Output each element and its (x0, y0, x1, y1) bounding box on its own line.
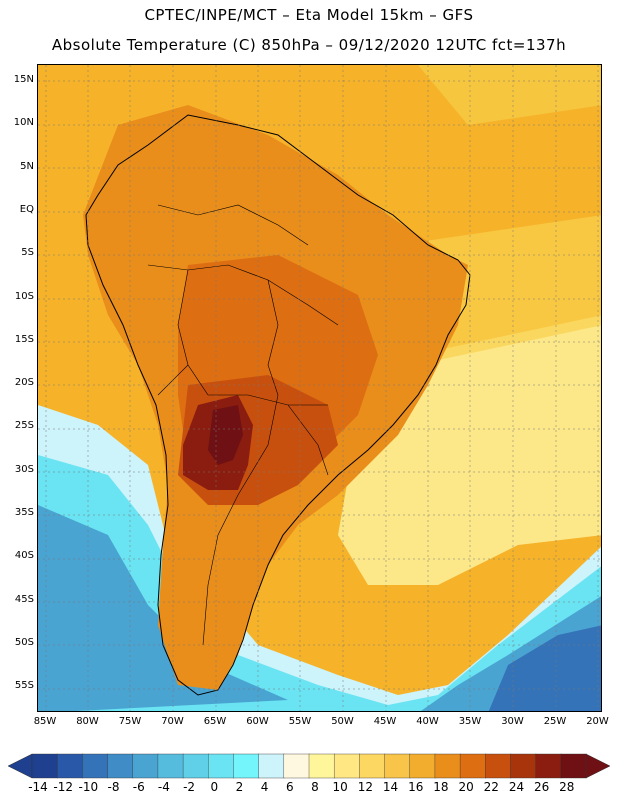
lon-label: 65W (203, 716, 227, 727)
lat-label: 45S (14, 593, 34, 605)
lon-label: 30W (501, 716, 524, 727)
colorbar-label: 4 (260, 780, 269, 794)
lon-label: 60W (246, 716, 269, 727)
map-title-line2: Absolute Temperature (C) 850hPa – 09/12/… (51, 36, 567, 54)
colorbar-swatch (208, 753, 235, 779)
colorbar-swatch (182, 753, 209, 779)
colorbar-label: 10 (332, 780, 348, 794)
lat-label: 15N (13, 74, 34, 85)
lat-label: 40S (14, 550, 34, 562)
colorbar-swatch (56, 753, 84, 779)
coastline (85, 114, 471, 696)
lat-label: 55S (14, 680, 34, 692)
colorbar-label: 20 (458, 780, 474, 794)
cold-region-4 (488, 625, 601, 711)
colorbar-label: 22 (483, 780, 499, 794)
map-canvas (38, 65, 601, 711)
colorbar-swatch (485, 753, 512, 779)
lon-label: 40W (416, 716, 439, 727)
lon-label: 75W (118, 716, 142, 727)
lon-label: 50W (331, 716, 354, 727)
lon-label: 85W (33, 716, 57, 727)
colorbar-swatch (560, 753, 587, 779)
colorbar-swatch (107, 753, 134, 779)
colorbar-label: -6 (132, 780, 145, 794)
lat-label: 50S (14, 636, 34, 648)
colorbar-label: 0 (210, 780, 219, 794)
lat-label: 5S (21, 247, 34, 259)
lat-label: 15S (14, 333, 34, 345)
lon-label: 35W (458, 716, 482, 727)
colorbar-label: -12 (53, 780, 73, 794)
colorbar-label: 14 (382, 780, 399, 794)
lon-label: 70W (161, 716, 184, 727)
colorbar-swatch (459, 753, 486, 779)
colorbar-label: -4 (157, 780, 170, 794)
colorbar-swatch (434, 753, 461, 779)
colorbar-label: 16 (408, 780, 424, 794)
colorbar-swatch (132, 753, 159, 779)
colorbar-swatch (157, 753, 184, 779)
colorbar-label: 12 (357, 780, 373, 794)
colorbar-label: 24 (508, 780, 525, 794)
colorbar-swatch (359, 753, 386, 779)
colorbar-swatch (233, 753, 260, 779)
map-title-line1: CPTEC/INPE/MCT – Eta Model 15km – GFS (144, 6, 474, 24)
lon-label: 45W (373, 716, 397, 727)
colorbar-label: 6 (285, 780, 294, 794)
colorbar-swatch (82, 753, 109, 779)
lat-label: 5N (20, 160, 34, 172)
lon-label: 25W (543, 716, 567, 727)
colorbar (7, 753, 611, 779)
colorbar-swatch (258, 753, 285, 779)
colorbar-label: -8 (107, 780, 120, 794)
colorbar-label: 26 (533, 780, 550, 794)
lat-label: 25S (14, 420, 34, 432)
colorbar-swatch (409, 753, 436, 779)
lon-label: 80W (76, 716, 99, 727)
lon-label: 20W (586, 716, 609, 727)
colorbar-label: -2 (183, 780, 196, 794)
colorbar-swatch (510, 753, 537, 779)
lat-label: 30S (14, 463, 34, 475)
colorbar-swatch (535, 753, 562, 779)
lat-label: 20S (14, 377, 34, 389)
colorbar-right-arrow (585, 753, 611, 779)
colorbar-label: -10 (78, 780, 99, 794)
ocean-mid-band-north (418, 65, 601, 125)
land-max-zone (208, 405, 243, 465)
colorbar-label: -14 (28, 780, 48, 794)
lat-label: 10S (14, 290, 34, 302)
colorbar-label: 2 (235, 780, 244, 794)
graticule (38, 65, 601, 711)
lat-label: EQ (19, 203, 34, 215)
colorbar-label: 28 (559, 780, 575, 794)
colorbar-swatch (333, 753, 361, 779)
lat-label: 35S (14, 507, 34, 518)
colorbar-swatch (384, 753, 411, 779)
colorbar-label: 8 (311, 780, 319, 794)
lat-label: 10N (13, 117, 34, 129)
colorbar-swatch (31, 753, 58, 779)
colorbar-label: 18 (433, 780, 449, 794)
colorbar-left-arrow (7, 753, 33, 779)
lon-label: 55W (288, 716, 312, 727)
colorbar-swatch (283, 753, 310, 779)
temperature-map (37, 64, 602, 712)
colorbar-swatch (308, 753, 335, 779)
